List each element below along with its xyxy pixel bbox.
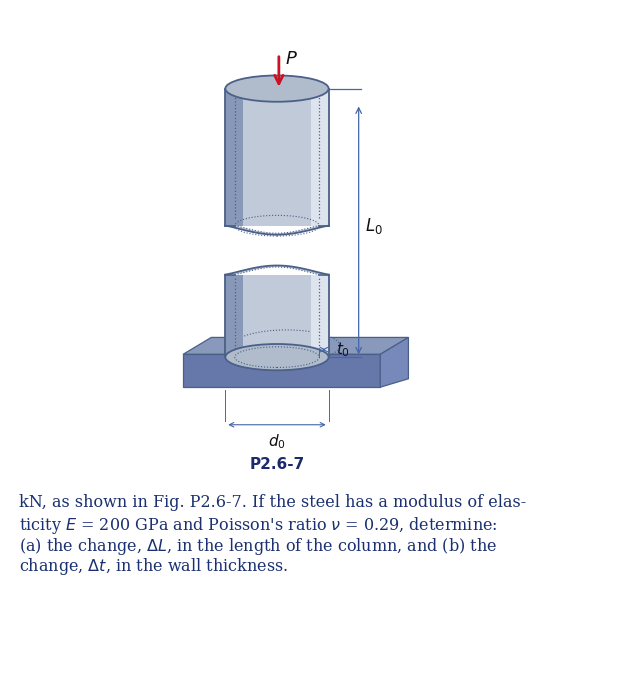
Text: kN, as shown in Fig. P2.6-7. If the steel has a modulus of elas-: kN, as shown in Fig. P2.6-7. If the stee… — [19, 494, 526, 511]
Polygon shape — [310, 275, 329, 357]
Polygon shape — [225, 275, 243, 357]
Polygon shape — [225, 89, 329, 226]
Text: $d_0$: $d_0$ — [268, 432, 286, 451]
Polygon shape — [225, 226, 329, 235]
Text: change, $\Delta t$, in the wall thickness.: change, $\Delta t$, in the wall thicknes… — [19, 556, 288, 577]
Text: P2.6-7: P2.6-7 — [250, 457, 305, 472]
Ellipse shape — [225, 76, 329, 102]
Polygon shape — [225, 266, 329, 275]
Text: $L_0$: $L_0$ — [366, 216, 383, 236]
Text: ticity $E$ = 200 GPa and Poisson's ratio $\nu$ = 0.29, determine:: ticity $E$ = 200 GPa and Poisson's ratio… — [19, 515, 497, 536]
Text: $P$: $P$ — [285, 50, 298, 68]
Polygon shape — [380, 337, 408, 387]
Polygon shape — [310, 89, 329, 226]
Text: (a) the change, $\Delta L$, in the length of the column, and (b) the: (a) the change, $\Delta L$, in the lengt… — [19, 535, 497, 557]
Ellipse shape — [225, 344, 329, 370]
Polygon shape — [183, 354, 380, 387]
Polygon shape — [225, 275, 329, 357]
Polygon shape — [225, 89, 243, 226]
Text: $t_0$: $t_0$ — [336, 341, 350, 359]
Polygon shape — [183, 337, 408, 354]
